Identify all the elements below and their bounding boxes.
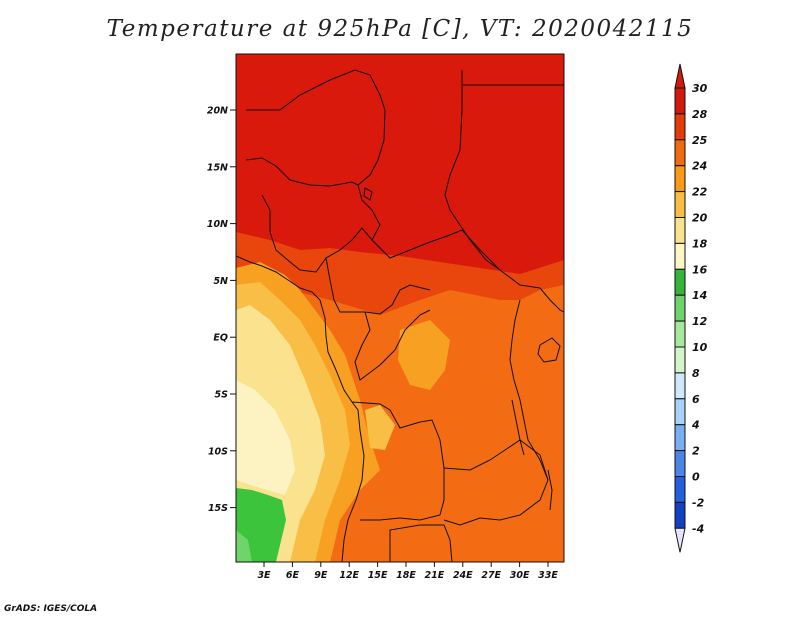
lake-tanganyika: [511, 399, 525, 456]
border-cameroon: [325, 257, 431, 315]
lon-tick-label: 27E: [481, 570, 501, 581]
colorbar-level-label: 10: [692, 341, 708, 354]
colorbar-segment: [674, 476, 686, 503]
colorbar-level-label: 24: [692, 160, 707, 173]
lon-tick-label: 30E: [510, 570, 530, 581]
field-amber-congo: [398, 320, 450, 390]
colorbar-level-label: 12: [692, 315, 708, 328]
colorbar-segment: [674, 450, 686, 478]
colorbar-segment: [674, 294, 686, 322]
map-frame: [235, 53, 565, 563]
colorbar-segment: [674, 398, 686, 426]
coastline: [236, 255, 365, 562]
colorbar-level-label: 30: [692, 82, 708, 95]
colorbar-level-label: 0: [692, 471, 700, 484]
border-angola-drc: [351, 401, 445, 469]
lon-tick-label: 3E: [257, 570, 271, 581]
colorbar-segment: [674, 268, 686, 296]
colorbar-level-label: 14: [692, 289, 707, 302]
lon-tick-label: 21E: [425, 570, 445, 581]
colorbar-segment: [674, 501, 686, 529]
border-angola-zambia: [360, 468, 445, 521]
colorbar-segment: [674, 320, 686, 348]
colorbar-segment: [674, 217, 686, 244]
colorbar-bottom-arrow: [674, 527, 686, 553]
border-sahara-north: [246, 69, 386, 111]
colorbar-level-label: 22: [692, 186, 708, 199]
temperature-field: [236, 54, 564, 562]
lon-tick-label: 24E: [453, 570, 473, 581]
lat-tick-label: 5N: [213, 276, 228, 287]
lon-tick-label: 12E: [339, 570, 359, 581]
colorbar-level-label: -4: [692, 522, 704, 535]
border-car: [371, 229, 541, 289]
border-chad-sudan: [444, 70, 501, 271]
longitude-axis: 3E 6E 9E 12E 15E 18E 21E 24E 27E 30E 33E: [257, 562, 558, 581]
latitude-axis: 20N 15N 10N 5N EQ 5S 10S 15S: [207, 106, 236, 514]
colorbar-segment: [674, 346, 686, 374]
border-zambia: [443, 439, 549, 526]
colorbar-segment: [674, 191, 686, 219]
lake-victoria: [537, 337, 561, 363]
lon-tick-label: 15E: [368, 570, 388, 581]
map-title: Temperature at 925hPa [C], VT: 202004211…: [106, 16, 694, 42]
lat-tick-label: 15N: [207, 162, 228, 173]
colorbar-top-arrow: [674, 63, 686, 89]
lat-tick-label: 5S: [215, 390, 229, 401]
border-nigeria: [261, 194, 373, 273]
colorbar-level-label: 16: [692, 263, 708, 276]
lat-tick-label: 20N: [207, 106, 228, 117]
lon-tick-label: 33E: [538, 570, 558, 581]
colorbar-level-label: 2: [692, 445, 700, 458]
border-mali-niger: [245, 157, 359, 187]
colorbar-level-label: 18: [692, 237, 708, 250]
grads-credit: GrADS: IGES/COLA: [4, 604, 98, 614]
lat-tick-label: 15S: [208, 503, 228, 514]
border-east-africa: [539, 287, 564, 313]
colorbar-level-label: 20: [692, 212, 708, 225]
lat-tick-label: 10N: [207, 219, 228, 230]
colorbar-level-label: -2: [692, 496, 705, 509]
border-congo-drc: [354, 309, 431, 381]
colorbar-segment: [674, 139, 686, 167]
colorbar-segment: [674, 165, 686, 193]
field-gold-angola: [365, 405, 395, 450]
lon-tick-label: 6E: [286, 570, 300, 581]
field-cream-zone: [236, 380, 295, 495]
lake-chad: [363, 187, 373, 201]
colorbar-segment: [674, 424, 686, 452]
colorbar-level-label: 25: [692, 134, 708, 147]
colorbar-level-label: 28: [692, 108, 708, 121]
colorbar-segment: [674, 372, 686, 400]
border-namibia-botswana: [389, 524, 453, 562]
lake-malawi: [547, 469, 553, 511]
colorbar-segment: [674, 113, 686, 141]
lon-tick-label: 18E: [396, 570, 416, 581]
lat-tick-label: EQ: [213, 333, 228, 344]
colorbar-segment: [674, 87, 686, 115]
field-lightgreen-zone: [236, 530, 252, 562]
lat-tick-label: 10S: [208, 446, 228, 457]
colorbar-level-label: 4: [691, 419, 700, 432]
lon-tick-label: 9E: [314, 570, 328, 581]
colorbar-level-label: 8: [692, 367, 700, 380]
colorbar-segment: [674, 242, 686, 270]
colorbar-level-label: 6: [692, 393, 700, 406]
country-borders: [236, 69, 564, 562]
